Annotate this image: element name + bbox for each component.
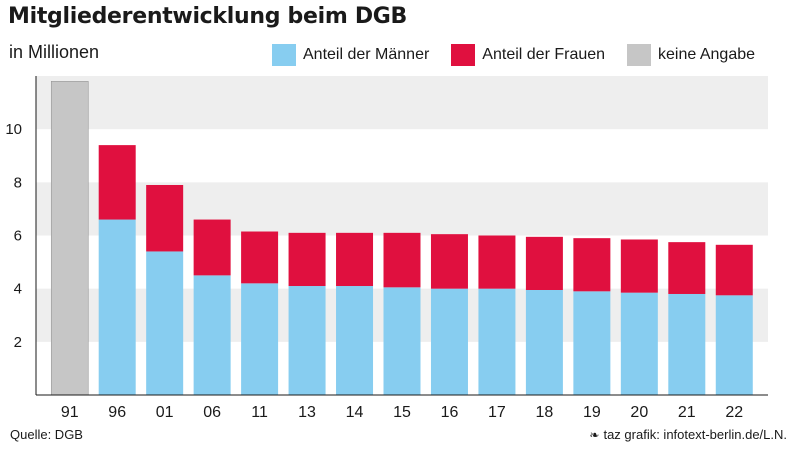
x-tick-label: 19: [583, 404, 601, 421]
grid-band: [36, 76, 768, 130]
legend-label-women: Anteil der Frauen: [482, 46, 606, 63]
x-tick-label: 15: [393, 404, 411, 421]
bar-men: [620, 292, 658, 395]
y-tick-label: 8: [14, 174, 22, 191]
bar-men: [383, 287, 421, 395]
bar-women: [383, 232, 421, 288]
bar-women: [241, 231, 279, 284]
legend-swatch-women: [451, 44, 476, 66]
x-tick-label: 21: [678, 404, 696, 421]
credit-text: taz grafik: infotext-berlin.de/L.N.: [603, 427, 787, 442]
bar-men: [715, 295, 753, 395]
bar-women: [573, 238, 611, 292]
bar-women: [715, 244, 753, 296]
bar-men: [478, 288, 516, 395]
legend: Anteil der Männer Anteil der Frauen kein…: [272, 44, 755, 66]
legend-swatch-unknown: [627, 44, 652, 66]
x-tick-label: 16: [441, 404, 459, 421]
x-tick-label: 17: [488, 404, 506, 421]
chart-subtitle: in Millionen: [9, 42, 100, 62]
x-tick-label: 06: [203, 404, 221, 421]
bar-women: [620, 239, 658, 293]
x-tick-label: 14: [346, 404, 364, 421]
bar-men: [573, 291, 611, 395]
legend-item-unknown: keine Angabe: [627, 44, 755, 66]
y-tick-label: 4: [14, 281, 22, 298]
bar-women: [430, 234, 468, 289]
grid-band: [36, 182, 768, 236]
legend-label-unknown: keine Angabe: [658, 46, 756, 63]
x-tick-label: 91: [61, 404, 79, 421]
bar-men: [525, 289, 563, 395]
source-note: Quelle: DGB: [10, 427, 83, 442]
bar-women: [146, 184, 184, 252]
bar-men: [668, 293, 706, 395]
x-tick-label: 01: [156, 404, 174, 421]
x-tick-label: 22: [725, 404, 743, 421]
legend-label-men: Anteil der Männer: [303, 46, 430, 63]
legend-item-men: Anteil der Männer: [272, 44, 429, 66]
legend-swatch-men: [272, 44, 296, 66]
bar-men: [146, 251, 184, 395]
bar-men: [241, 283, 279, 395]
y-tick-label: 10: [5, 121, 22, 138]
bar-men: [288, 286, 326, 395]
bar-men: [98, 219, 136, 395]
bar-women: [668, 242, 706, 294]
legend-item-women: Anteil der Frauen: [451, 44, 605, 66]
x-tick-label: 20: [630, 404, 648, 421]
bar-women: [525, 236, 563, 290]
y-tick-label: 2: [14, 334, 22, 351]
x-tick-label: 11: [251, 404, 268, 421]
bar-men: [336, 286, 374, 395]
bar-women: [193, 219, 231, 276]
x-tick-label: 18: [536, 404, 554, 421]
bar-women: [478, 235, 516, 289]
y-tick-label: 6: [14, 228, 22, 245]
bar-women: [98, 145, 136, 220]
x-tick-label: 96: [108, 404, 126, 421]
taz-paw-icon: ❧: [589, 427, 600, 442]
bar-unknown: [50, 81, 89, 396]
x-tick-label: 13: [298, 404, 316, 421]
bar-men: [193, 275, 231, 395]
chart-title: Mitgliederentwicklung beim DGB: [8, 4, 408, 29]
bar-women: [288, 232, 326, 287]
bar-women: [336, 232, 374, 287]
credit-note: ❧ taz grafik: infotext-berlin.de/L.N.: [589, 427, 787, 442]
bar-men: [430, 288, 468, 395]
